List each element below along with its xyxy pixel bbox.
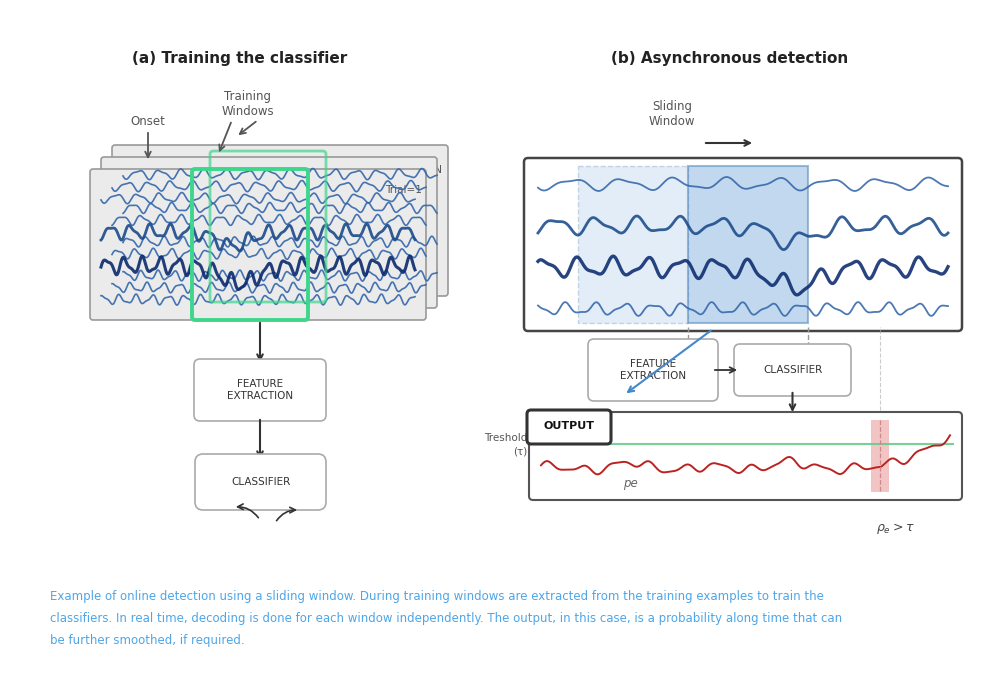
FancyBboxPatch shape xyxy=(527,410,611,444)
FancyBboxPatch shape xyxy=(101,157,437,308)
Text: Treshold: Treshold xyxy=(484,433,527,443)
Text: (a) Training the classifier: (a) Training the classifier xyxy=(132,50,348,66)
Bar xyxy=(578,166,688,323)
Text: Sliding
Window: Sliding Window xyxy=(649,100,695,128)
Text: Example of online detection using a sliding window. During training windows are : Example of online detection using a slid… xyxy=(50,590,824,603)
FancyBboxPatch shape xyxy=(112,145,448,296)
Text: $\rho_e > \tau$: $\rho_e > \tau$ xyxy=(876,520,915,535)
FancyBboxPatch shape xyxy=(529,412,962,500)
Text: OUTPUT: OUTPUT xyxy=(544,421,594,431)
Text: CLASSIFIER: CLASSIFIER xyxy=(763,365,822,375)
Text: CLASSIFIER: CLASSIFIER xyxy=(231,477,290,487)
FancyBboxPatch shape xyxy=(734,344,851,396)
Text: Trial=N: Trial=N xyxy=(404,165,442,175)
Text: (τ): (τ) xyxy=(513,447,527,457)
Text: Onset: Onset xyxy=(131,115,165,128)
Text: be further smoothed, if required.: be further smoothed, if required. xyxy=(50,634,245,647)
Text: FEATURE
EXTRACTION: FEATURE EXTRACTION xyxy=(620,359,686,381)
Text: classifiers. In real time, decoding is done for each window independently. The o: classifiers. In real time, decoding is d… xyxy=(50,612,842,625)
FancyBboxPatch shape xyxy=(195,454,326,510)
Bar xyxy=(688,166,808,323)
FancyBboxPatch shape xyxy=(194,359,326,421)
Text: FEATURE
EXTRACTION: FEATURE EXTRACTION xyxy=(227,380,293,401)
Text: (b) Asynchronous detection: (b) Asynchronous detection xyxy=(611,50,849,66)
FancyBboxPatch shape xyxy=(524,158,962,331)
Bar xyxy=(871,420,889,492)
FancyBboxPatch shape xyxy=(90,169,426,320)
Text: pe: pe xyxy=(623,477,638,491)
Text: Training
Windows: Training Windows xyxy=(222,90,274,118)
FancyBboxPatch shape xyxy=(588,339,718,401)
Text: Trial=1: Trial=1 xyxy=(385,185,422,195)
